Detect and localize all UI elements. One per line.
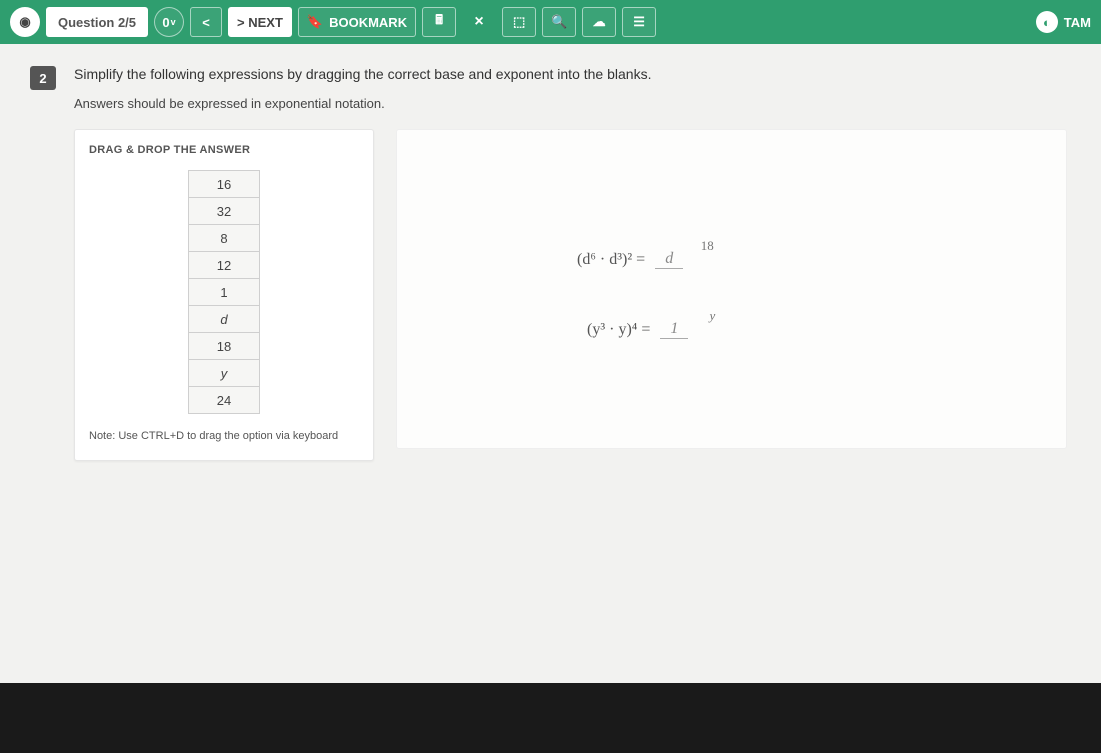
question-number-badge: 2 bbox=[30, 66, 56, 90]
list-icon[interactable]: ☰ bbox=[622, 7, 656, 37]
answer-panel-header: DRAG & DROP THE ANSWER bbox=[89, 144, 359, 156]
bookmark-button[interactable]: 🔖 BOOKMARK bbox=[298, 7, 416, 37]
question-prompt: Simplify the following expressions by dr… bbox=[74, 66, 1067, 82]
drop-target-base[interactable]: d bbox=[655, 250, 683, 269]
toolbar-right: ◐ TAM bbox=[1036, 11, 1091, 33]
question-counter: Question 2/5 bbox=[46, 7, 148, 37]
answer-option[interactable]: 24 bbox=[188, 386, 260, 414]
prev-question-button[interactable]: < bbox=[190, 7, 222, 37]
next-question-button[interactable]: > NEXT bbox=[228, 7, 292, 37]
cloud-icon[interactable]: ☁ bbox=[582, 7, 616, 37]
device-bezel bbox=[0, 683, 1101, 753]
question-subprompt: Answers should be expressed in exponenti… bbox=[74, 96, 1067, 111]
close-icon[interactable]: × bbox=[462, 7, 496, 37]
answer-option[interactable]: d bbox=[188, 305, 260, 333]
answer-option[interactable]: 12 bbox=[188, 251, 260, 279]
answer-option[interactable]: 1 bbox=[188, 278, 260, 306]
drop-target-exponent[interactable]: y bbox=[698, 308, 726, 324]
expression-row: (d⁶ · d³)² = d 18 bbox=[577, 250, 721, 269]
top-toolbar: ◉ Question 2/5 0v < > NEXT 🔖 BOOKMARK 🖩 … bbox=[0, 0, 1101, 44]
timer-badge[interactable]: 0v bbox=[154, 7, 184, 37]
answer-option[interactable]: 18 bbox=[188, 332, 260, 360]
drop-target-base[interactable]: 1 bbox=[660, 320, 688, 339]
expression-canvas: (d⁶ · d³)² = d 18 (y³ · y)⁴ = 1 y bbox=[396, 129, 1067, 449]
drop-target-exponent[interactable]: 18 bbox=[693, 238, 721, 254]
timer-value: 0 bbox=[162, 15, 169, 30]
calculator-icon[interactable]: 🖩 bbox=[422, 7, 456, 37]
expression-lhs: (d⁶ · d³)² = bbox=[577, 251, 645, 269]
answer-option[interactable]: 8 bbox=[188, 224, 260, 252]
expression-row: (y³ · y)⁴ = 1 y bbox=[587, 320, 726, 339]
answer-option[interactable]: y bbox=[188, 359, 260, 387]
answer-option[interactable]: 32 bbox=[188, 197, 260, 225]
answer-options-panel: DRAG & DROP THE ANSWER 16 32 8 12 1 d 18… bbox=[74, 129, 374, 461]
answer-panel-footnote: Note: Use CTRL+D to drag the option via … bbox=[89, 430, 359, 442]
bookmark-icon: 🔖 bbox=[307, 14, 323, 30]
search-icon[interactable]: 🔍 bbox=[542, 7, 576, 37]
user-avatar-icon[interactable]: ◐ bbox=[1036, 11, 1058, 33]
user-label: TAM bbox=[1064, 15, 1091, 30]
question-page: 2 Simplify the following expressions by … bbox=[0, 44, 1101, 683]
answer-options-list: 16 32 8 12 1 d 18 y 24 bbox=[89, 170, 359, 414]
expression-lhs: (y³ · y)⁴ = bbox=[587, 321, 650, 339]
tools-icon[interactable]: ⬚ bbox=[502, 7, 536, 37]
bookmark-label: BOOKMARK bbox=[329, 15, 407, 30]
app-icon[interactable]: ◉ bbox=[10, 7, 40, 37]
answer-option[interactable]: 16 bbox=[188, 170, 260, 198]
